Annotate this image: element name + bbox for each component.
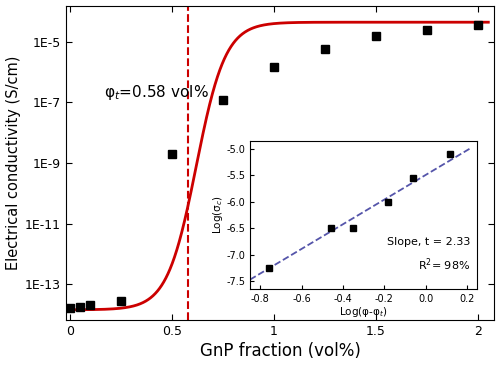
X-axis label: GnP fraction (vol%): GnP fraction (vol%) xyxy=(200,343,360,361)
Y-axis label: Electrical conductivity (S/cm): Electrical conductivity (S/cm) xyxy=(6,56,20,270)
Text: φ$_t$=0.58 vol%: φ$_t$=0.58 vol% xyxy=(104,83,209,102)
